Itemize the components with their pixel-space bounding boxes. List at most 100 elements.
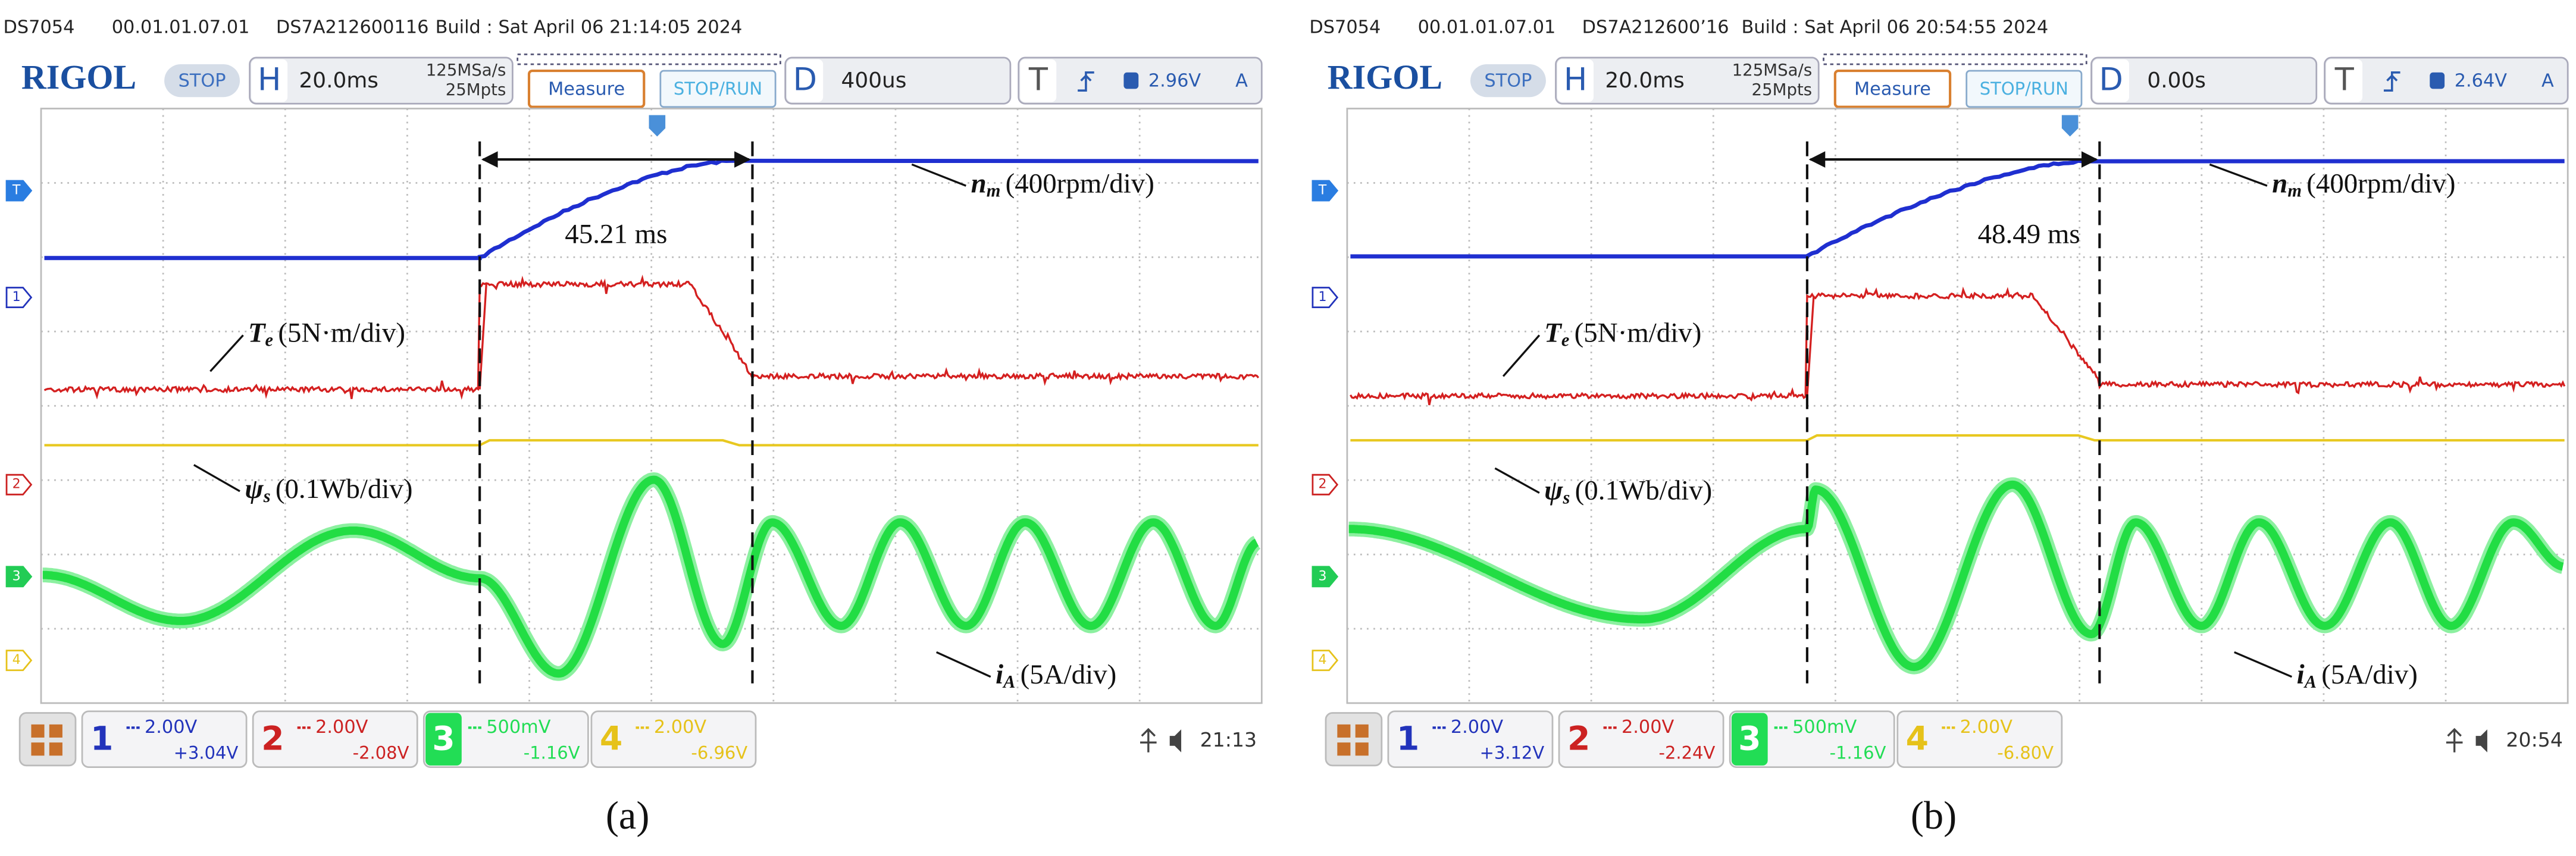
- channel-marker: [1312, 287, 1339, 308]
- menu-icon-cell: [49, 742, 62, 756]
- annotation-symbol: ψ: [1544, 475, 1563, 506]
- clock: 21:13: [1200, 728, 1257, 751]
- speaker-icon: [1169, 729, 1182, 752]
- channel-marker: [1312, 650, 1339, 672]
- channel-marker-label: 3: [12, 569, 21, 584]
- menu-icon-cell: [1355, 724, 1369, 738]
- channel-offset: -1.16V: [524, 743, 580, 763]
- annotation-subscript: A: [1002, 672, 1015, 692]
- t-label: T: [2334, 62, 2355, 98]
- channel-number: 1: [1397, 720, 1419, 758]
- annotation-symbol: T: [1544, 317, 1563, 348]
- leader-line: [935, 651, 991, 678]
- t-box: [1018, 57, 1263, 105]
- channel-marker-label: 4: [1318, 653, 1326, 667]
- menu-icon-cell: [1337, 742, 1351, 756]
- channel-marker-label: 4: [12, 653, 21, 667]
- menu-icon: [1325, 712, 1383, 767]
- channel-marker-label: 1: [12, 290, 21, 305]
- t-box: [2324, 57, 2569, 105]
- trigger-source-icon: [2430, 72, 2445, 89]
- channel-offset: -2.24V: [1659, 743, 1716, 763]
- leader-line: [209, 334, 244, 372]
- annotation-scale: (5A/div): [1021, 659, 1117, 690]
- clock: 20:54: [2506, 728, 2562, 751]
- timebase: 20.0ms: [299, 68, 378, 93]
- channel-box: [1896, 710, 2063, 768]
- d-box: [2090, 57, 2318, 105]
- usb-icon: [1140, 728, 1157, 752]
- build: Build : Sat April 06 21:14:05 2024: [436, 17, 743, 38]
- interval: 45.21 ms: [565, 219, 667, 250]
- status-pill: [1470, 64, 1546, 98]
- annotation: Te (5N·m/div): [248, 317, 405, 350]
- annotation-scale: (5A/div): [2321, 659, 2418, 690]
- model: DS7054: [1309, 17, 1381, 38]
- timebase: 20.0ms: [1605, 68, 1685, 93]
- channel-scale: 2.00V: [654, 717, 707, 738]
- ruler: [1823, 54, 2087, 65]
- firmware: 00.01.01.07.01: [1418, 17, 1556, 38]
- d-label: D: [793, 62, 817, 98]
- trigger-position-marker: [2061, 115, 2079, 137]
- menu-icon-cell: [31, 742, 45, 756]
- annotation: nm (400rpm/div): [2272, 168, 2455, 200]
- channel-marker: [1312, 474, 1339, 496]
- annotation-scale: (5N·m/div): [278, 317, 405, 348]
- channel-number: 3: [432, 720, 455, 758]
- channel-box: [422, 710, 589, 768]
- channel-marker-label: 2: [12, 477, 21, 492]
- build: Build : Sat April 06 20:54:55 2024: [1741, 17, 2048, 38]
- trigger-level: 2.64V: [2455, 70, 2508, 91]
- channel-scale: 2.00V: [315, 717, 368, 738]
- channel-number: 2: [1567, 720, 1590, 758]
- t-key: [2326, 59, 2363, 102]
- delay: 400us: [841, 68, 907, 93]
- channel-marker: [5, 566, 33, 588]
- menu-icon-cell: [31, 724, 45, 738]
- channel-box: [1558, 710, 1724, 768]
- channel-key: [1731, 713, 1768, 766]
- h-key: [251, 59, 288, 102]
- measure-button: [527, 69, 646, 108]
- leader-line: [2234, 651, 2293, 678]
- channel-marker: [1312, 566, 1339, 588]
- trigger-position-marker: [649, 115, 666, 137]
- channel-number: 4: [1906, 720, 1929, 758]
- channel-box: [81, 710, 248, 768]
- current-trace: [1346, 480, 2566, 672]
- channel-scale: 500mV: [486, 717, 551, 738]
- d-key: [2093, 59, 2130, 102]
- menu-icon-cell: [49, 724, 62, 738]
- annotation: iA (5A/div): [2297, 659, 2418, 692]
- annotation-subscript: s: [263, 486, 271, 506]
- memory: 25Mpts: [1752, 80, 1813, 99]
- measure-button: [1833, 69, 1952, 108]
- caption: (b): [1911, 794, 1957, 838]
- stop-run-button: [659, 70, 777, 108]
- channel-offset: -1.16V: [1830, 743, 1886, 763]
- annotation-scale: (400rpm/div): [2306, 168, 2455, 199]
- annotation: nm (400rpm/div): [971, 168, 1154, 200]
- channel-marker: [5, 474, 33, 496]
- annotation: Te (5N·m/div): [1544, 317, 1701, 350]
- annotation-symbol: i: [2297, 659, 2305, 690]
- channel-marker: [5, 650, 33, 672]
- annotation-scale: (5N·m/div): [1575, 317, 1702, 348]
- channel-number: 4: [600, 720, 622, 758]
- annotation-subscript: m: [987, 180, 1001, 200]
- d-label: D: [2099, 62, 2123, 98]
- menu-icon-cell: [1337, 724, 1351, 738]
- sample-rate: 125MSa/s: [1732, 60, 1813, 80]
- measure: Measure: [548, 79, 625, 99]
- stop-run-button: [1965, 70, 2083, 108]
- channel-box: [1387, 710, 1554, 768]
- interval: 48.49 ms: [1978, 219, 2080, 250]
- memory: 25Mpts: [446, 80, 506, 99]
- delay: 0.00s: [2147, 68, 2206, 93]
- channel-offset: +3.12V: [1480, 743, 1545, 763]
- flux-trace: [44, 439, 1259, 447]
- leader-line: [2209, 163, 2268, 187]
- trigger-source-icon: [1123, 72, 1139, 89]
